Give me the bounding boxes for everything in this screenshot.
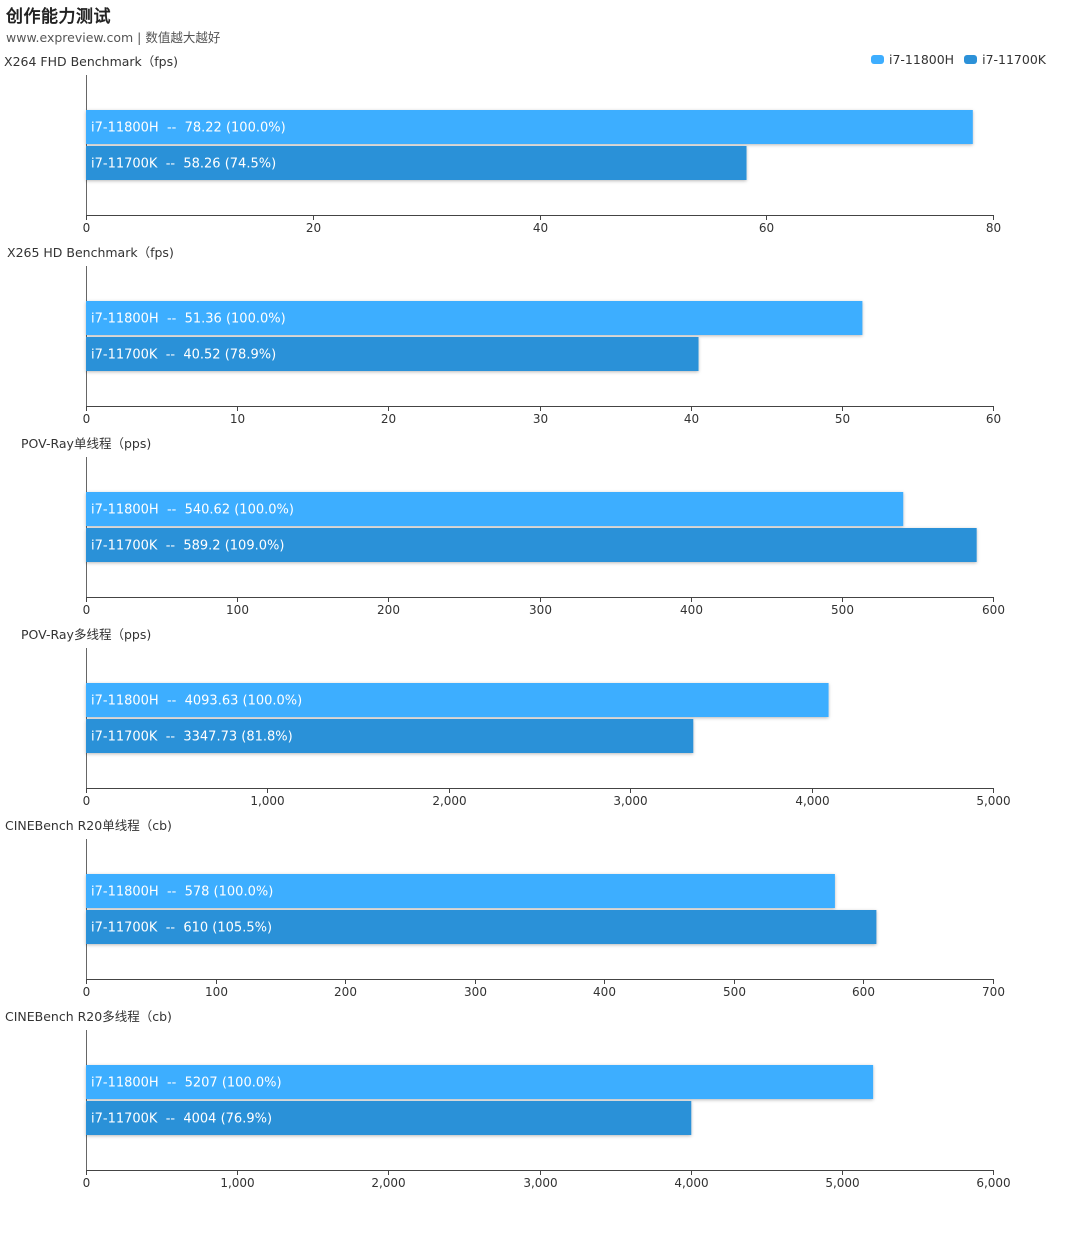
chart-6-tick-label: 4,000 (674, 1176, 708, 1190)
chart-5-tick-label: 400 (593, 985, 616, 999)
chart-6-bar-2-label: i7-11700K -- 4004 (76.9%) (91, 1112, 272, 1127)
chart-2-bar-1-label: i7-11800H -- 51.36 (100.0%) (91, 312, 286, 327)
legend-item-i7-11700k[interactable]: i7-11700K (964, 52, 1046, 67)
chart-3-bar-1 (86, 492, 904, 526)
chart-2-tick-label: 50 (835, 412, 850, 426)
chart-2-bar-2 (86, 337, 699, 371)
page-title: 创作能力测试 (6, 7, 111, 27)
chart-6-tick-label: 3,000 (523, 1176, 557, 1190)
chart-3-bar-2 (86, 528, 977, 562)
chart-4-tick-label: 5,000 (976, 794, 1010, 808)
chart-2-tick-label: 40 (684, 412, 699, 426)
chart-1-tick-label: 20 (306, 221, 321, 235)
legend-label-i7-11700k: i7-11700K (982, 52, 1046, 67)
chart-4-bar-2 (86, 719, 694, 753)
chart-6-tick-label: 2,000 (371, 1176, 405, 1190)
chart-4-bar-1 (86, 683, 829, 717)
chart-3-bar-2-label: i7-11700K -- 589.2 (109.0%) (91, 539, 284, 554)
chart-3-bar-1-label: i7-11800H -- 540.62 (100.0%) (91, 503, 294, 518)
chart-3-tick-label: 400 (680, 603, 703, 617)
chart-5-tick-label: 700 (982, 985, 1005, 999)
chart-1-bar-2-label: i7-11700K -- 58.26 (74.5%) (91, 157, 276, 172)
chart-5-tick-label: 100 (205, 985, 228, 999)
chart-6-tick-label: 5,000 (825, 1176, 859, 1190)
chart-4-tick-label: 1,000 (250, 794, 284, 808)
legend-swatch-i7-11700k (964, 55, 978, 64)
chart-5-tick-label: 300 (464, 985, 487, 999)
chart-2-tick-label: 0 (83, 412, 91, 426)
chart-6-tick-label: 0 (83, 1176, 91, 1190)
legend-swatch-i7-11800h (870, 55, 884, 64)
chart-3-tick-label: 300 (529, 603, 552, 617)
chart-4-title: POV-Ray多线程（pps) (21, 627, 151, 642)
chart-1-bar-2 (86, 146, 747, 180)
chart-3-tick-label: 100 (226, 603, 249, 617)
chart-6-bar-1 (86, 1065, 874, 1099)
chart-6-bar-1-label: i7-11800H -- 5207 (100.0%) (91, 1076, 282, 1091)
chart-5-title: CINEBench R20单线程（cb) (5, 818, 172, 833)
chart-2-bar-2-label: i7-11700K -- 40.52 (78.9%) (91, 348, 276, 363)
page-subtitle: www.expreview.com | 数值越大越好 (6, 30, 221, 45)
legend: i7-11800H i7-11700K (870, 52, 1046, 67)
chart-5-tick-label: 0 (83, 985, 91, 999)
chart-1-title: X264 FHD Benchmark（fps) (4, 54, 178, 69)
chart-6-title: CINEBench R20多线程（cb) (5, 1009, 172, 1024)
chart-1-bar-1 (86, 110, 973, 144)
legend-label-i7-11800h: i7-11800H (888, 52, 955, 67)
chart-6-tick-label: 6,000 (976, 1176, 1010, 1190)
chart-2-tick-label: 20 (381, 412, 396, 426)
chart-3-tick-label: 0 (83, 603, 91, 617)
chart-1-tick-label: 80 (986, 221, 1001, 235)
chart-1-tick-label: 60 (759, 221, 774, 235)
chart-3-tick-label: 200 (377, 603, 400, 617)
chart-6-tick-label: 1,000 (220, 1176, 254, 1190)
chart-1-tick-label: 40 (533, 221, 548, 235)
chart-2-title: X265 HD Benchmark（fps) (7, 245, 174, 260)
legend-item-i7-11800h[interactable]: i7-11800H (870, 52, 955, 67)
chart-5-bar-1-label: i7-11800H -- 578 (100.0%) (91, 885, 273, 900)
chart-1-bar-1-label: i7-11800H -- 78.22 (100.0%) (91, 121, 286, 136)
chart-6-bar-2 (86, 1101, 692, 1135)
chart-5-tick-label: 600 (852, 985, 875, 999)
chart-2-tick-label: 30 (533, 412, 548, 426)
chart-2-tick-label: 60 (986, 412, 1001, 426)
chart-5-bar-2 (86, 910, 877, 944)
chart-4-bar-2-label: i7-11700K -- 3347.73 (81.8%) (91, 730, 293, 745)
chart-1-tick-label: 0 (83, 221, 91, 235)
chart-5-tick-label: 500 (723, 985, 746, 999)
chart-5-tick-label: 200 (334, 985, 357, 999)
chart-5-bar-2-label: i7-11700K -- 610 (105.5%) (91, 921, 272, 936)
chart-4-tick-label: 3,000 (613, 794, 647, 808)
chart-4-tick-label: 0 (83, 794, 91, 808)
chart-2-bar-1 (86, 301, 863, 335)
chart-3-tick-label: 500 (831, 603, 854, 617)
chart-4-tick-label: 4,000 (795, 794, 829, 808)
chart-3-title: POV-Ray单线程（pps) (21, 436, 151, 451)
chart-3-tick-label: 600 (982, 603, 1005, 617)
chart-4-tick-label: 2,000 (432, 794, 466, 808)
chart-2-tick-label: 10 (230, 412, 245, 426)
chart-4-bar-1-label: i7-11800H -- 4093.63 (100.0%) (91, 694, 302, 709)
chart-5-bar-1 (86, 874, 835, 908)
